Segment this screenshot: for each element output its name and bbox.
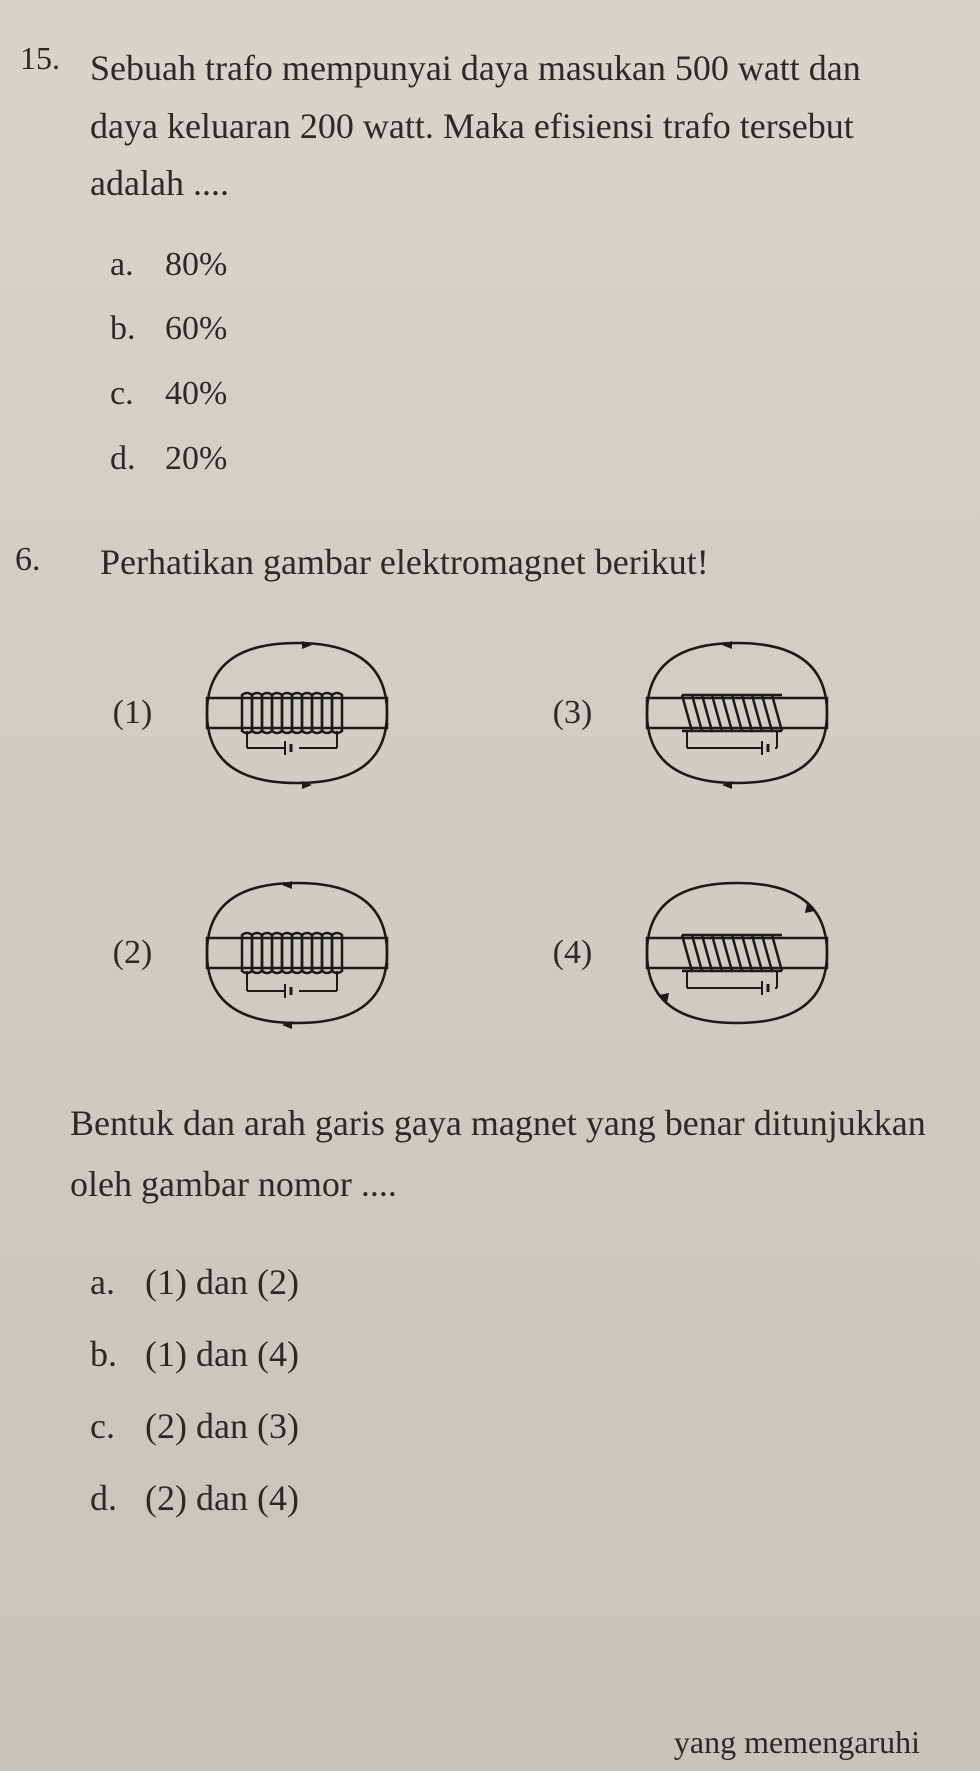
- q16-followup: Bentuk dan arah garis gaya magnet yang b…: [70, 1093, 930, 1215]
- diagram-2: (2): [113, 863, 428, 1043]
- q15-number: 15.: [20, 40, 60, 77]
- option-letter: b.: [110, 297, 145, 362]
- diagram-row-2: (2): [50, 863, 930, 1043]
- option-letter: d.: [110, 427, 145, 492]
- diagram-2-label: (2): [113, 934, 153, 972]
- diagram-row-1: (1): [50, 623, 930, 803]
- option-text: 40%: [165, 362, 227, 427]
- q16-number: 6.: [15, 541, 41, 579]
- option-letter: a.: [110, 233, 145, 298]
- option-text: 20%: [165, 427, 227, 492]
- option-letter: a.: [90, 1246, 125, 1318]
- q16-option-d: d. (2) dan (4): [90, 1462, 930, 1534]
- option-text: (1) dan (4): [145, 1318, 299, 1390]
- option-text: (2) dan (4): [145, 1462, 299, 1534]
- option-letter: c.: [90, 1390, 125, 1462]
- option-letter: d.: [90, 1462, 125, 1534]
- q16-option-a: a. (1) dan (2): [90, 1246, 930, 1318]
- electromagnet-diagram-3-icon: [607, 623, 867, 803]
- q16-option-c: c. (2) dan (3): [90, 1390, 930, 1462]
- q16-option-b: b. (1) dan (4): [90, 1318, 930, 1390]
- diagram-3-label: (3): [553, 694, 593, 732]
- diagrams-container: (1): [50, 623, 930, 1043]
- diagram-4-label: (4): [553, 934, 593, 972]
- option-text: 80%: [165, 233, 227, 298]
- option-text: 60%: [165, 297, 227, 362]
- electromagnet-diagram-2-icon: [167, 863, 427, 1043]
- q15-option-d: d. 20%: [110, 427, 930, 492]
- electromagnet-diagram-4-icon: [607, 863, 867, 1043]
- diagram-1: (1): [113, 623, 428, 803]
- option-letter: b.: [90, 1318, 125, 1390]
- q16-text: Perhatikan gambar elektromagnet berikut!: [100, 541, 930, 583]
- diagram-3: (3): [553, 623, 868, 803]
- footer-text: yang memengaruhi: [674, 1724, 920, 1761]
- q15-options: a. 80% b. 60% c. 40% d. 20%: [110, 233, 930, 491]
- option-text: (2) dan (3): [145, 1390, 299, 1462]
- electromagnet-diagram-1-icon: [167, 623, 427, 803]
- option-letter: c.: [110, 362, 145, 427]
- diagram-1-label: (1): [113, 694, 153, 732]
- q16-options: a. (1) dan (2) b. (1) dan (4) c. (2) dan…: [90, 1246, 930, 1534]
- option-text: (1) dan (2): [145, 1246, 299, 1318]
- q15-option-b: b. 60%: [110, 297, 930, 362]
- q15-option-c: c. 40%: [110, 362, 930, 427]
- q15-text: Sebuah trafo mempunyai daya masukan 500 …: [90, 40, 930, 213]
- q15-option-a: a. 80%: [110, 233, 930, 298]
- diagram-4: (4): [553, 863, 868, 1043]
